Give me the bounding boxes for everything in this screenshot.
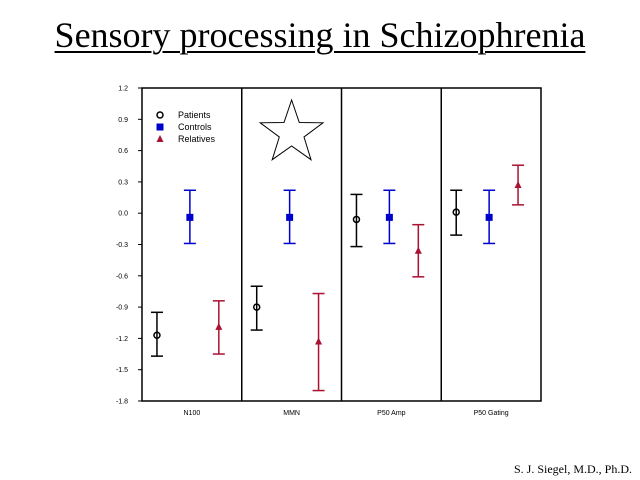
- legend: Patients Controls Relatives: [156, 110, 216, 144]
- data-point-controls: [483, 189, 496, 245]
- y-tick-label: -0.3: [116, 242, 128, 249]
- marker-triangle: [156, 135, 164, 142]
- marker-square: [485, 213, 493, 221]
- y-tick-label: 0.3: [118, 179, 128, 186]
- data-point-controls: [183, 189, 196, 245]
- y-tick-label: -0.6: [116, 273, 128, 280]
- x-category-label: P50 Amp: [377, 410, 406, 417]
- marker-square: [286, 213, 294, 221]
- author-credit: S. J. Siegel, M.D., Ph.D.: [513, 462, 632, 476]
- series-layer: [150, 164, 525, 392]
- data-point-relatives: [512, 164, 525, 206]
- data-point-patients: [350, 193, 363, 248]
- marker-circle: [352, 215, 361, 224]
- legend-label: Relatives: [178, 134, 216, 144]
- marker-circle: [156, 111, 164, 119]
- marker-square: [385, 213, 393, 221]
- data-point-patients: [150, 311, 163, 357]
- y-tick-label: 0.0: [118, 211, 128, 218]
- y-tick-label: -1.2: [116, 336, 128, 343]
- data-point-relatives: [412, 223, 425, 278]
- slide-title: Sensory processing in Schizophrenia: [54, 15, 586, 55]
- x-category-label: P50 Gating: [474, 410, 509, 417]
- data-point-relatives: [312, 292, 325, 392]
- marker-square: [186, 213, 194, 221]
- data-point-controls: [283, 189, 296, 245]
- y-tick-label: 0.6: [118, 148, 128, 155]
- x-axis: N100 MMN P50 Amp P50 Gating: [184, 410, 509, 417]
- y-tick-label: 0.9: [118, 117, 128, 124]
- legend-label: Patients: [178, 110, 211, 120]
- marker-circle: [452, 208, 460, 216]
- marker-triangle: [514, 181, 522, 189]
- data-point-relatives: [212, 300, 225, 355]
- data-point-patients: [450, 189, 463, 236]
- y-tick-label: -0.9: [116, 305, 128, 312]
- y-axis: 1.2 0.9 0.6 0.3 0.0 -0.3 -0.6 -0.9 -1.2 -1.5 -1.8: [116, 86, 142, 406]
- y-tick-label: -1.8: [116, 399, 128, 406]
- y-tick-label: -1.5: [116, 367, 128, 374]
- marker-triangle: [414, 246, 422, 254]
- data-point-controls: [383, 189, 396, 245]
- marker-circle: [153, 331, 161, 340]
- marker-triangle: [315, 337, 323, 345]
- marker-circle: [252, 303, 261, 311]
- x-category-label: N100: [184, 410, 201, 417]
- x-category-label: MMN: [283, 410, 300, 417]
- data-point-patients: [250, 285, 263, 331]
- legend-label: Controls: [178, 122, 212, 132]
- star-icon: [258, 98, 325, 161]
- panel-dividers: [241, 88, 442, 401]
- y-tick-label: 1.2: [118, 86, 128, 93]
- marker-square: [156, 123, 164, 131]
- marker-triangle: [215, 322, 223, 330]
